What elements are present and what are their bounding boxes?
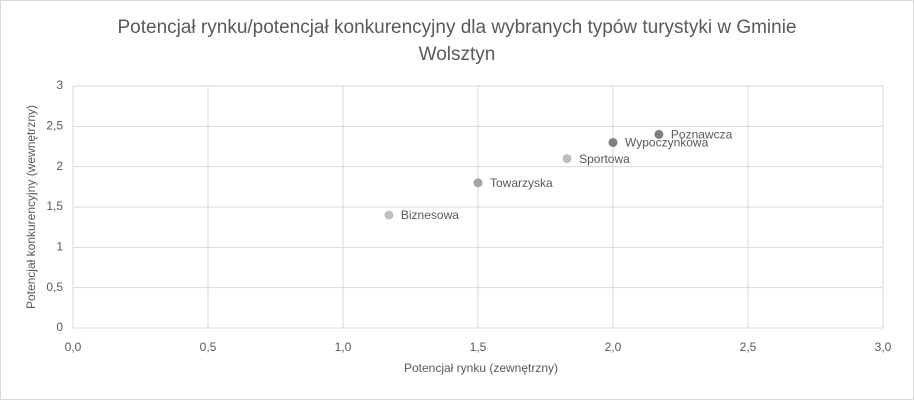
point-label: Sportowa [579, 152, 630, 166]
y-tick-label: 2 [56, 159, 63, 173]
point-label: Wypoczynkowa [625, 136, 709, 150]
x-axis-label: Potencjał rynku (zewnętrzny) [404, 361, 558, 375]
chart-title: Potencjał rynku/potencjał konkurencyjny … [117, 17, 797, 65]
y-tick-label: 0 [56, 320, 63, 334]
x-tick-label: 2,5 [740, 340, 757, 354]
point-label: Towarzyska [490, 176, 553, 190]
point-label: Poznawcza [671, 128, 733, 142]
point [654, 129, 664, 139]
y-tick-label: 1 [56, 240, 63, 254]
x-tick-label: 1,5 [470, 340, 487, 354]
x-tick-label: 2,0 [605, 340, 622, 354]
y-axis-label: Potencjał konkurencyjny (wewnętrzny) [24, 105, 38, 309]
x-tick-label: 1,0 [335, 340, 352, 354]
x-tick-label: 0,5 [200, 340, 217, 354]
x-tick-label: 3,0 [875, 340, 892, 354]
point [562, 154, 572, 164]
x-tick-label: 0,0 [65, 340, 82, 354]
y-tick-label: 2,5 [46, 119, 63, 133]
point-label: Biznesowa [401, 208, 459, 222]
y-tick-label: 0,5 [46, 280, 63, 294]
y-tick-label: 1,5 [46, 199, 63, 213]
y-tick-label: 3 [56, 78, 63, 92]
point [384, 210, 394, 220]
point [608, 137, 618, 147]
point [473, 178, 483, 188]
